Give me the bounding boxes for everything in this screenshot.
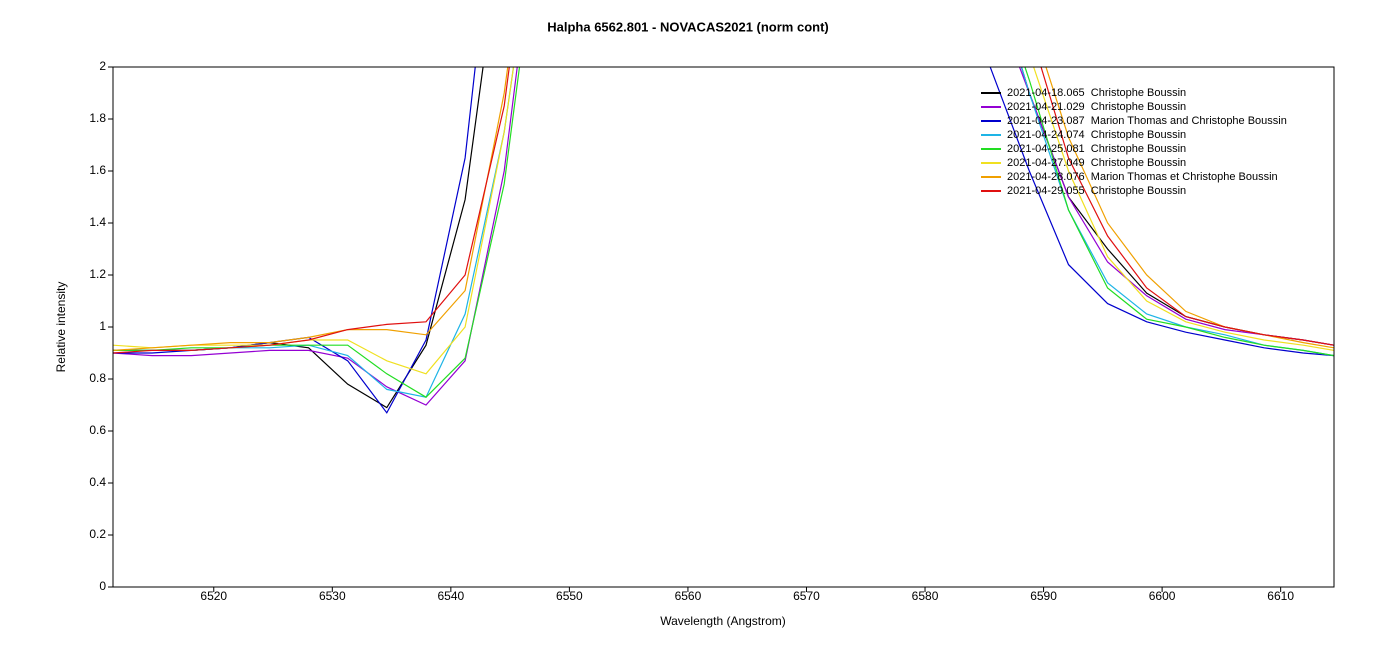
chart-title: Halpha 6562.801 - NOVACAS2021 (norm cont… [547,19,829,34]
y-tick-label: 0.8 [89,371,106,385]
legend-label: 2021-04-27.049 Christophe Boussin [1007,157,1186,169]
legend-label: 2021-04-21.029 Christophe Boussin [1007,101,1186,113]
series-line [113,67,1334,398]
x-tick-label: 6580 [912,589,939,603]
x-tick-label: 6520 [200,589,227,603]
series-line [113,67,1334,414]
series-line [113,67,1334,406]
y-axis-label: Relative intensity [54,282,68,373]
y-tick-label: 0.4 [89,475,106,489]
x-tick-label: 6590 [1030,589,1057,603]
x-tick-label: 6550 [556,589,583,603]
y-tick-label: 2 [99,59,106,73]
legend-label: 2021-04-18.065 Christophe Boussin [1007,87,1186,99]
series-line [113,67,1334,351]
y-tick-label: 1.8 [89,111,106,125]
legend-label: 2021-04-28.076 Marion Thomas et Christop… [1007,171,1278,183]
y-tick-label: 0.2 [89,527,106,541]
x-tick-label: 6570 [793,589,820,603]
x-tick-label: 6530 [319,589,346,603]
y-tick-label: 1 [99,319,106,333]
series-line [113,67,1334,398]
y-tick-label: 1.4 [89,215,106,229]
x-tick-label: 6540 [437,589,464,603]
legend-label: 2021-04-29.055 Christophe Boussin [1007,185,1186,197]
legend-label: 2021-04-25.081 Christophe Boussin [1007,143,1186,155]
y-tick-label: 0.6 [89,423,106,437]
x-tick-label: 6600 [1149,589,1176,603]
y-tick-label: 1.6 [89,163,106,177]
x-axis-label: Wavelength (Angstrom) [660,614,786,628]
x-tick-label: 6560 [675,589,702,603]
x-tick-label: 6610 [1267,589,1294,603]
y-tick-label: 1.2 [89,267,106,281]
plot-lines [113,67,1334,414]
series-line [113,67,1334,354]
legend-label: 2021-04-23.087 Marion Thomas and Christo… [1007,115,1287,127]
legend-label: 2021-04-24.074 Christophe Boussin [1007,129,1186,141]
y-tick-label: 0 [99,579,106,593]
